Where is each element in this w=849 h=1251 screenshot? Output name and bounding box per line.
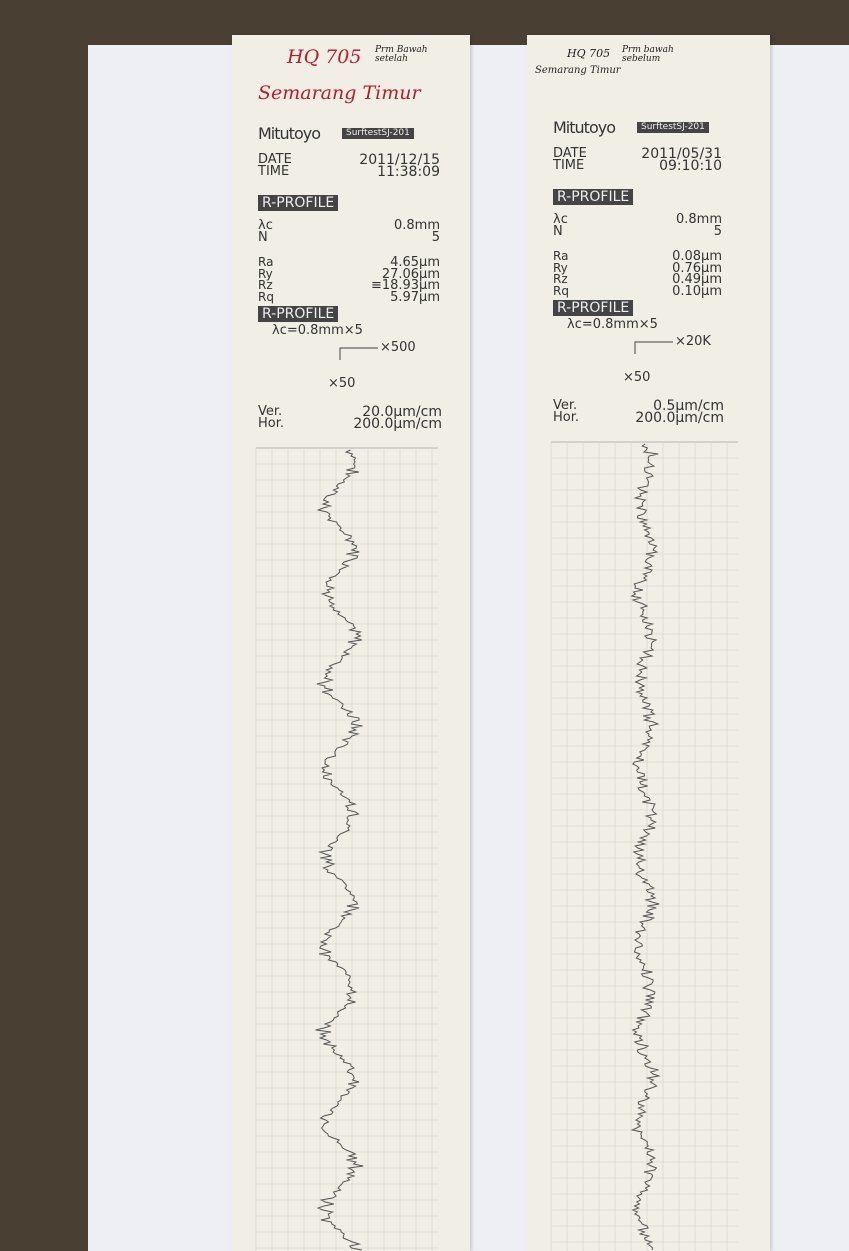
section-title: R-PROFILE [258,195,339,211]
date-value: 2011/05/31 [641,146,722,162]
date-label: DATE [553,146,587,161]
time-value: 09:10:10 [659,158,722,174]
scale-label: Hor. [553,410,580,425]
scale-value: 0.5μm/cm [653,398,724,414]
param-label: Rq [553,283,569,298]
printout-strip [527,35,770,1251]
profile-title: R-PROFILE [553,300,634,316]
scale-value: 200.0μm/cm [353,416,442,432]
handwritten-location: Semarang Timur [258,82,421,104]
horizontal-magnification: ×50 [328,376,356,391]
param-value: ≡18.93μm [370,278,440,293]
handwritten-title: HQ 705 [567,47,611,60]
param-label: Rz [553,272,568,286]
param-label: Ry [258,266,273,281]
time-value: 11:38:09 [377,164,440,180]
param-label: Ra [553,249,569,263]
model-label: SurftestSJ-201 [342,128,414,139]
profile-trace [315,449,364,1251]
vertical-magnification: ×500 [380,340,416,355]
param-label: Rz [258,278,273,292]
profile-title: R-PROFILE [258,306,339,322]
param-value: 27.06μm [381,266,440,282]
param-value: 5.97μm [390,289,440,305]
brand: Mitutoyo [553,118,616,137]
time-label: TIME [553,158,585,173]
scale-value: 200.0μm/cm [635,410,724,426]
cutoff-label: λc [258,218,273,233]
model-label: SurftestSJ-201 [637,122,709,133]
n-label: N [258,230,268,245]
cutoff-label: λc [553,212,568,227]
profile-trace [630,443,661,1251]
param-value: 4.65μm [390,255,440,270]
handwritten-title: HQ 705 [287,46,362,68]
param-value: 0.76μm [672,260,722,276]
n-value: 5 [431,230,440,245]
vertical-magnification: ×20K [675,334,711,349]
param-label: Ra [258,255,274,269]
profile-setting: λc=0.8mm×5 [272,323,363,338]
param-label: Rq [258,289,274,304]
brand: Mitutoyo [258,124,321,143]
cutoff-value: 0.8mm [675,212,722,227]
horizontal-magnification: ×50 [623,370,651,385]
scale-value: 20.0μm/cm [362,404,442,420]
param-value: 0.49μm [672,272,722,287]
scale-label: Hor. [258,416,285,431]
n-value: 5 [713,224,722,239]
handwritten-note: Prm Bawah setelah [375,45,428,64]
section-title: R-PROFILE [553,189,634,205]
time-label: TIME [258,164,290,179]
param-value: 0.08μm [672,249,722,264]
handwritten-note: Prm bawah sebelum [622,45,674,64]
profile-setting: λc=0.8mm×5 [567,317,658,332]
param-value: 0.10μm [672,283,722,299]
param-label: Ry [553,260,568,275]
date-label: DATE [258,152,292,167]
scale-label: Ver. [258,404,283,419]
magnification-arrow [339,347,378,360]
cutoff-value: 0.8mm [393,218,440,233]
scale-label: Ver. [553,398,578,413]
date-value: 2011/12/15 [359,152,440,168]
magnification-arrow [634,341,673,354]
n-label: N [553,224,563,239]
handwritten-location: Semarang Timur [535,65,621,76]
